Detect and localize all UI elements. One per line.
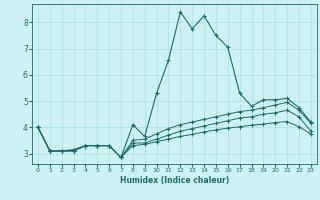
- X-axis label: Humidex (Indice chaleur): Humidex (Indice chaleur): [120, 176, 229, 185]
